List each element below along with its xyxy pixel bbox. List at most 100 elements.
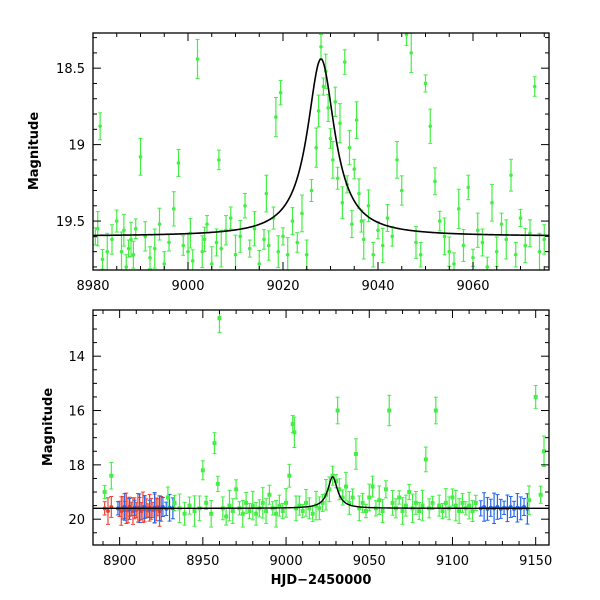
green-point: [370, 484, 375, 489]
bottom-panel: 8900 8950 9000 9050 9100 9150 14 16 18 20 Magnitu…: [41, 309, 552, 588]
x-tick-label: 9000: [270, 554, 303, 569]
green-point: [110, 237, 114, 242]
green-point: [114, 219, 119, 223]
green-point: [417, 509, 422, 514]
top-frame: [92, 32, 550, 271]
green-point: [172, 500, 177, 505]
green-point: [331, 158, 335, 162]
green-point: [267, 492, 272, 497]
green-point: [499, 222, 504, 226]
green-point: [385, 216, 390, 220]
green-point: [361, 237, 366, 242]
green-point: [186, 249, 190, 254]
green-point: [262, 237, 266, 242]
green-point: [276, 249, 281, 254]
green-point: [264, 509, 269, 514]
bottom-xlabel: HJD−2450000: [271, 573, 372, 588]
green-point: [387, 408, 392, 413]
green-point: [131, 252, 136, 257]
green-point: [473, 500, 478, 505]
green-point: [428, 124, 433, 129]
green-point: [490, 200, 494, 205]
green-point: [217, 158, 221, 162]
green-point: [350, 495, 355, 500]
bottom-frame: [92, 309, 550, 546]
bottom-ticks: 8900 8950 9000 9050 9100 9150 14 16 18 20: [68, 310, 552, 569]
green-point: [437, 219, 442, 223]
green-point: [518, 216, 523, 220]
green-point: [403, 503, 408, 508]
top-data-points: [93, 33, 547, 270]
green-point: [95, 226, 100, 231]
green-point: [285, 252, 290, 257]
green-point: [176, 161, 181, 165]
green-point: [133, 226, 138, 231]
green-point: [187, 503, 192, 508]
top-model-curve: [93, 58, 549, 237]
green-point: [300, 509, 305, 514]
y-tick-label: 18: [68, 459, 85, 474]
green-point: [338, 121, 342, 126]
green-point: [333, 479, 338, 484]
green-point: [371, 252, 376, 257]
green-point: [294, 506, 299, 511]
green-point: [395, 158, 399, 162]
green-point: [354, 118, 359, 122]
green-point: [238, 234, 243, 239]
green-point: [277, 503, 282, 508]
green-point: [205, 222, 209, 226]
green-point: [290, 219, 295, 223]
green-point: [538, 492, 543, 497]
green-point: [292, 430, 297, 435]
green-point: [227, 503, 232, 508]
y-tick-label: 20: [68, 513, 85, 528]
y-tick-label: 19.5: [56, 215, 85, 230]
green-point: [252, 226, 257, 231]
green-point: [304, 252, 309, 257]
green-point: [295, 240, 300, 245]
green-point: [447, 249, 452, 254]
green-point: [450, 495, 455, 500]
x-tick-label: 9100: [436, 554, 469, 569]
green-point: [475, 228, 480, 233]
green-point: [182, 511, 187, 516]
green-point: [330, 473, 335, 478]
x-tick-label: 9040: [361, 279, 394, 294]
top-ticks: 8980 9000 9020 9040 9060 18.5 19 19.5: [56, 33, 549, 294]
green-point: [260, 500, 265, 505]
green-point: [240, 511, 245, 516]
green-point: [124, 265, 129, 269]
green-point: [504, 237, 509, 242]
green-point: [542, 237, 547, 242]
y-tick-label: 19: [68, 139, 85, 154]
top-panel: 8980 9000 9020 9040 9060 18.5 19 19.5 Magnitude: [27, 32, 550, 294]
green-point: [100, 257, 105, 262]
x-tick-label: 8980: [76, 279, 109, 294]
green-point: [357, 506, 362, 511]
green-point: [200, 468, 205, 473]
green-point: [423, 81, 428, 86]
green-point: [380, 509, 385, 514]
green-point: [376, 228, 380, 233]
green-point: [347, 145, 352, 150]
green-point: [247, 246, 252, 251]
green-point: [333, 100, 338, 104]
green-point: [234, 487, 239, 492]
green-point: [287, 473, 292, 478]
green-point: [290, 422, 295, 427]
green-point: [353, 451, 358, 456]
green-point: [380, 243, 385, 248]
green-point: [457, 509, 462, 514]
green-point: [340, 200, 345, 205]
green-point: [433, 179, 437, 184]
green-point: [321, 84, 326, 89]
green-point: [129, 237, 133, 242]
green-point: [509, 173, 513, 177]
green-point: [98, 124, 102, 129]
green-point: [466, 185, 471, 190]
green-point: [119, 249, 124, 254]
green-point: [274, 115, 278, 119]
green-point: [471, 255, 475, 260]
green-point: [257, 262, 262, 266]
